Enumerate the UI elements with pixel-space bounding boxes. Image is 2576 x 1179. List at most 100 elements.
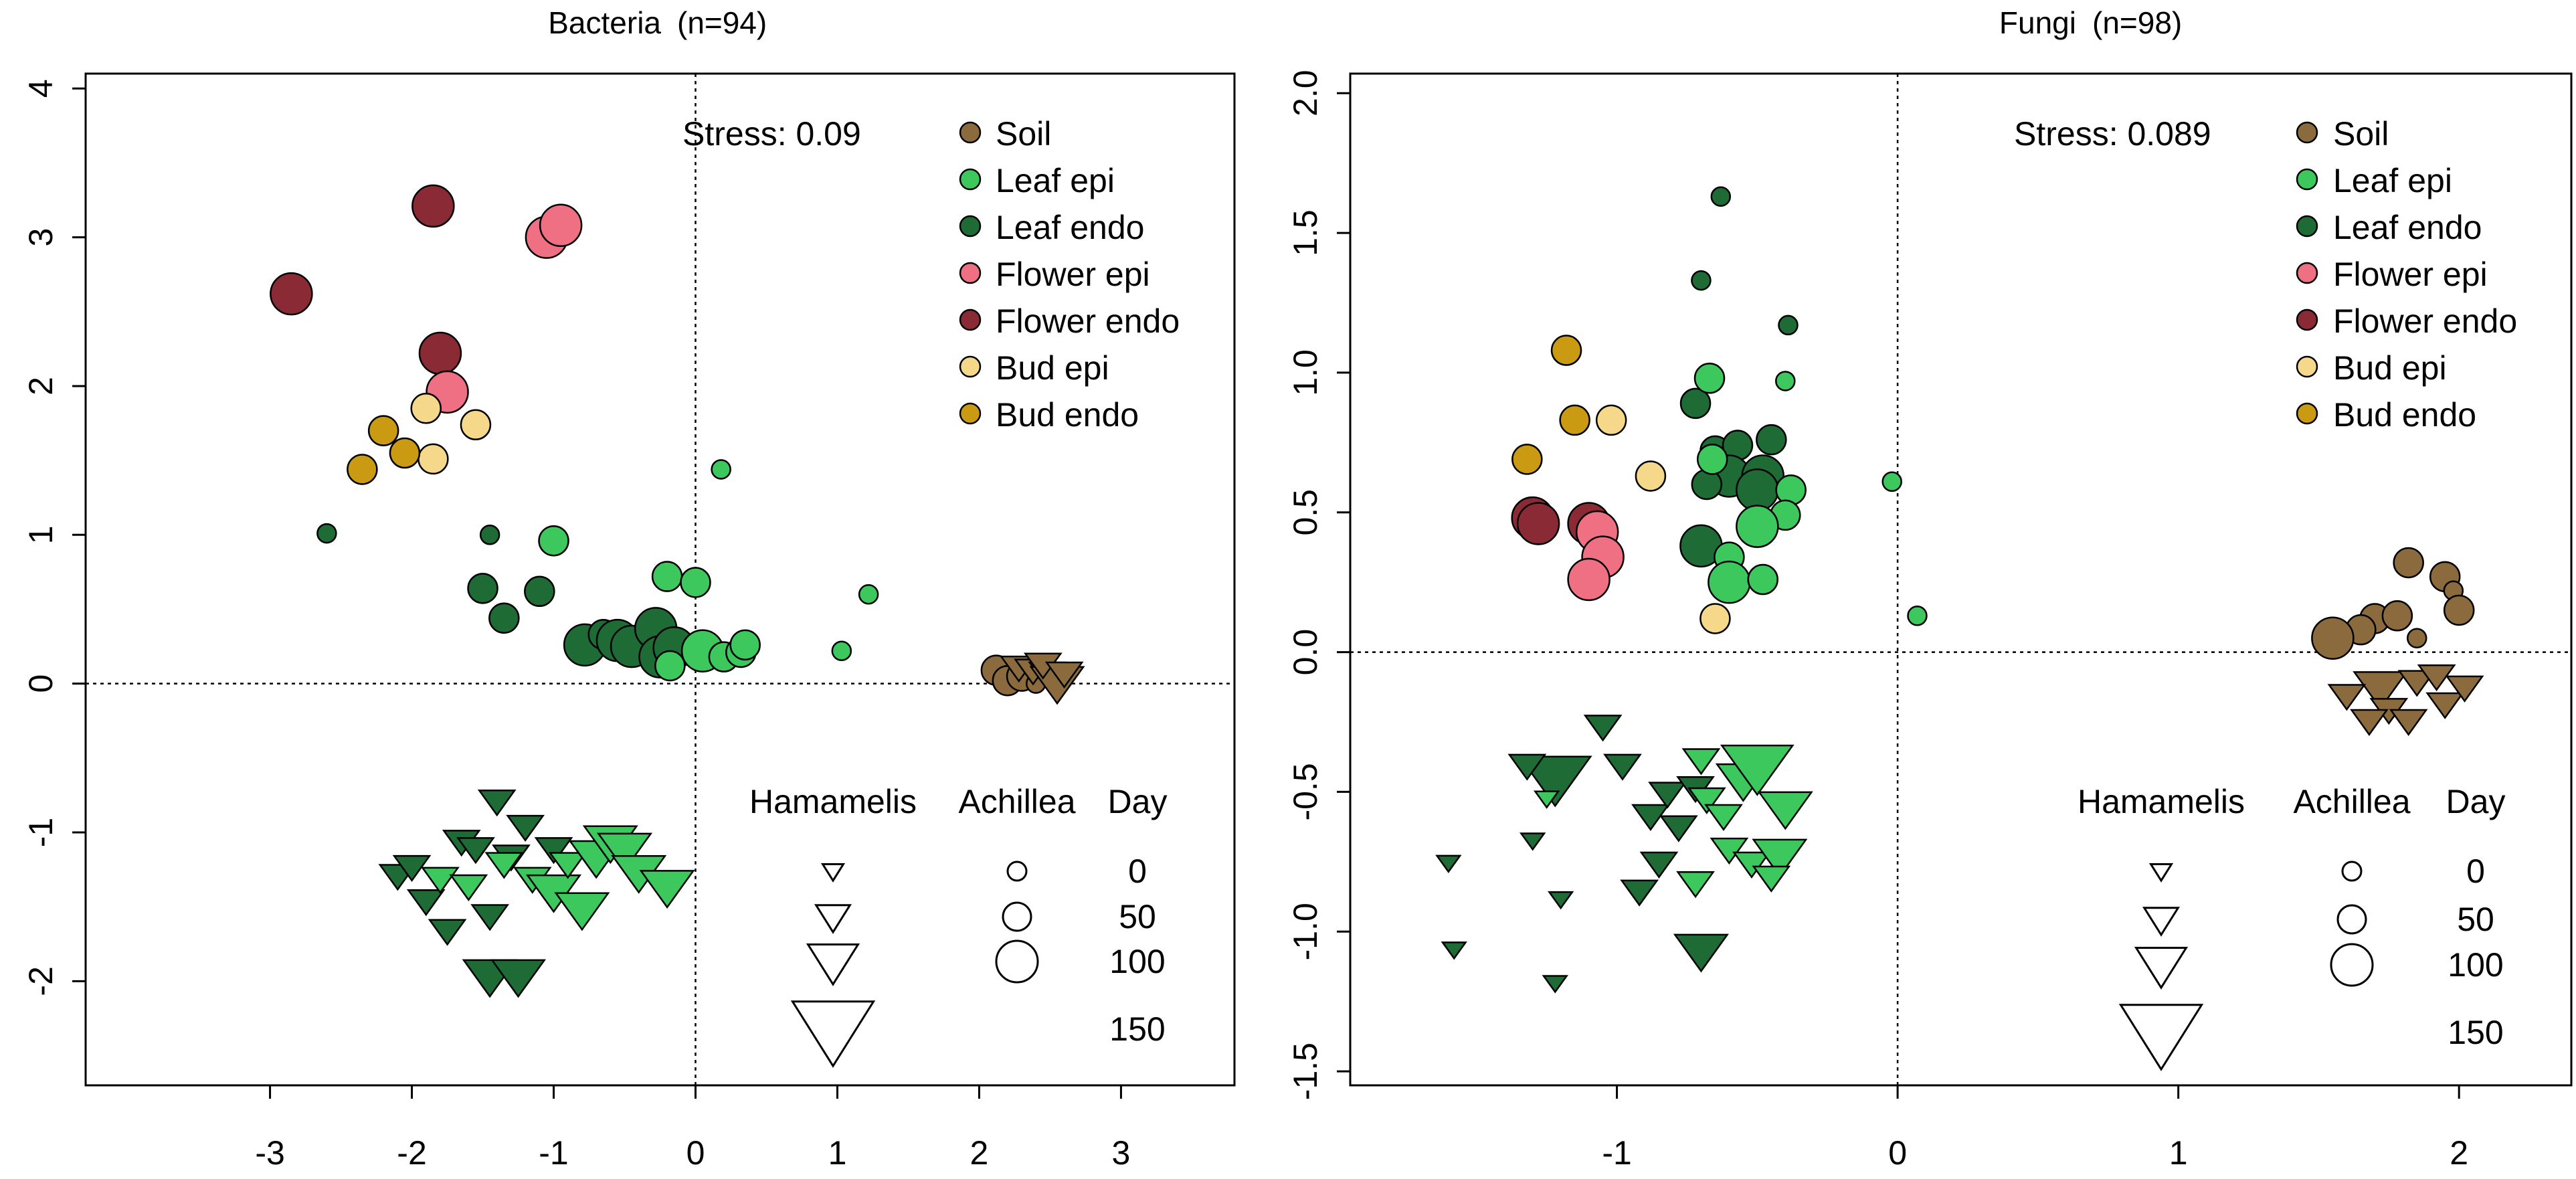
point-leaf-epi: [1708, 560, 1751, 604]
legend-label: Leaf endo: [996, 209, 1144, 246]
point-leaf-epi: [1704, 804, 1743, 831]
point-leaf-epi: [831, 640, 852, 661]
point-leaf-endo: [1631, 804, 1670, 831]
legend-label: Leaf epi: [996, 162, 1115, 199]
size-legend-triangle: [806, 943, 860, 986]
size-legend: Hamamelis Achillea Day 0 50 100 150: [2078, 783, 2506, 1071]
point-leaf-endo: [470, 904, 510, 931]
point-leaf-endo: [1673, 933, 1729, 973]
x-tick-label: 1: [2169, 1134, 2188, 1172]
point-leaf-epi: [654, 650, 686, 682]
size-legend-header: Achillea: [2293, 783, 2410, 820]
point-bud-epi: [1635, 460, 1667, 492]
y-tick-label: -1: [22, 818, 60, 847]
size-legend-day: 100: [1109, 943, 1165, 980]
point-leaf-epi: [639, 870, 695, 909]
point-leaf-epi: [680, 567, 711, 598]
x-tick-label: 3: [1112, 1134, 1131, 1172]
point-soil: [2445, 675, 2484, 703]
point-bud-epi: [460, 409, 492, 441]
x-tick-label: -2: [397, 1134, 426, 1172]
point-flower-endo: [418, 331, 462, 375]
legend-label: Leaf endo: [2333, 209, 2482, 246]
panel-title: Bacteria: [548, 5, 661, 40]
point-leaf-endo: [490, 959, 547, 998]
point-leaf-endo: [392, 854, 432, 883]
point-bud-epi: [1699, 603, 1731, 634]
y-tick-label: -1.0: [1287, 903, 1324, 960]
point-leaf-epi: [1775, 371, 1796, 391]
size-legend-triangle: [2142, 907, 2181, 937]
point-leaf-endo: [1603, 753, 1642, 781]
point-leaf-endo: [506, 814, 545, 842]
point-leaf-epi: [1710, 837, 1749, 865]
point-bud-endo: [347, 454, 378, 485]
y-tick-label: -2: [22, 966, 60, 996]
point-leaf-endo: [316, 523, 337, 544]
group-legend: Soil Leaf epi Leaf endo Flower epi Flower en…: [959, 115, 1180, 434]
size-legend-header: Day: [1108, 783, 1168, 820]
point-leaf-endo: [1756, 424, 1787, 456]
size-legend-triangle: [814, 904, 852, 934]
point-bud-endo: [1511, 444, 1543, 475]
point-leaf-endo: [477, 790, 517, 817]
size-legend: Hamamelis Achillea Day 0 50 100 150: [749, 783, 1168, 1068]
x-tick-label: 2: [2450, 1134, 2468, 1172]
x-tick-label: 0: [686, 1134, 705, 1172]
x-tick-label: -1: [539, 1134, 568, 1172]
point-flower-epi: [1567, 557, 1611, 602]
point-soil: [1044, 661, 1084, 689]
point-soil: [2350, 709, 2389, 736]
point-soil: [2311, 616, 2355, 660]
point-soil: [2397, 670, 2437, 697]
size-legend-triangle: [2118, 1004, 2204, 1071]
point-leaf-endo: [479, 525, 500, 545]
size-legend-header: Day: [2446, 783, 2506, 820]
y-tick-label: 1.5: [1287, 209, 1324, 256]
point-soil: [2417, 664, 2456, 692]
point-leaf-endo: [1639, 851, 1679, 879]
point-leaf-epi: [484, 852, 524, 879]
x-tick-label: 0: [1888, 1134, 1907, 1172]
point-leaf-endo: [467, 573, 498, 604]
point-leaf-epi: [449, 874, 488, 901]
x-tick-label: -3: [255, 1134, 284, 1172]
legend-swatch: [959, 402, 982, 425]
legend-swatch: [2296, 308, 2318, 331]
point-soil: [2425, 692, 2465, 719]
point-leaf-endo: [1441, 941, 1467, 960]
point-leaf-endo: [456, 837, 495, 865]
point-flower-endo: [1516, 502, 1560, 545]
point-flower-endo: [411, 184, 455, 228]
legend-swatch: [959, 215, 982, 238]
panel-subtitle: (n=94): [677, 5, 767, 40]
point-leaf-epi: [548, 852, 587, 879]
point-leaf-epi: [421, 867, 460, 894]
point-leaf-endo: [1691, 468, 1723, 501]
point-soil: [2389, 709, 2428, 736]
legend-swatch: [959, 121, 982, 144]
size-legend-circle: [1002, 901, 1032, 932]
point-leaf-epi: [1676, 871, 1715, 899]
legend-label: Soil: [2333, 115, 2389, 153]
size-legend-circle: [1006, 860, 1028, 882]
point-flower-epi: [539, 203, 583, 248]
point-bud-endo: [1550, 335, 1582, 366]
panel-fungi: Fungi (n=98) -1 0 1 2 -1.5 -1.0 -0.5 0.0 0.5 1.0 1.5…: [1287, 5, 2573, 1172]
plot-frame: [1349, 72, 2573, 1087]
panel-subtitle: (n=98): [2092, 5, 2182, 40]
legend-swatch: [959, 168, 982, 191]
point-leaf-epi: [1736, 505, 1779, 548]
point-leaf-endo: [1517, 755, 1592, 808]
size-legend-day: 0: [2466, 852, 2485, 890]
point-bud-endo: [367, 415, 399, 446]
point-leaf-endo: [1620, 879, 1659, 907]
size-legend-header: Hamamelis: [2078, 783, 2245, 820]
legend-label: Bud endo: [2333, 396, 2476, 434]
x-tick-label: 1: [828, 1134, 847, 1172]
point-leaf-epi: [1907, 606, 1928, 626]
point-soil: [2443, 594, 2475, 626]
point-leaf-endo: [406, 889, 446, 917]
point-leaf-epi: [651, 561, 683, 592]
